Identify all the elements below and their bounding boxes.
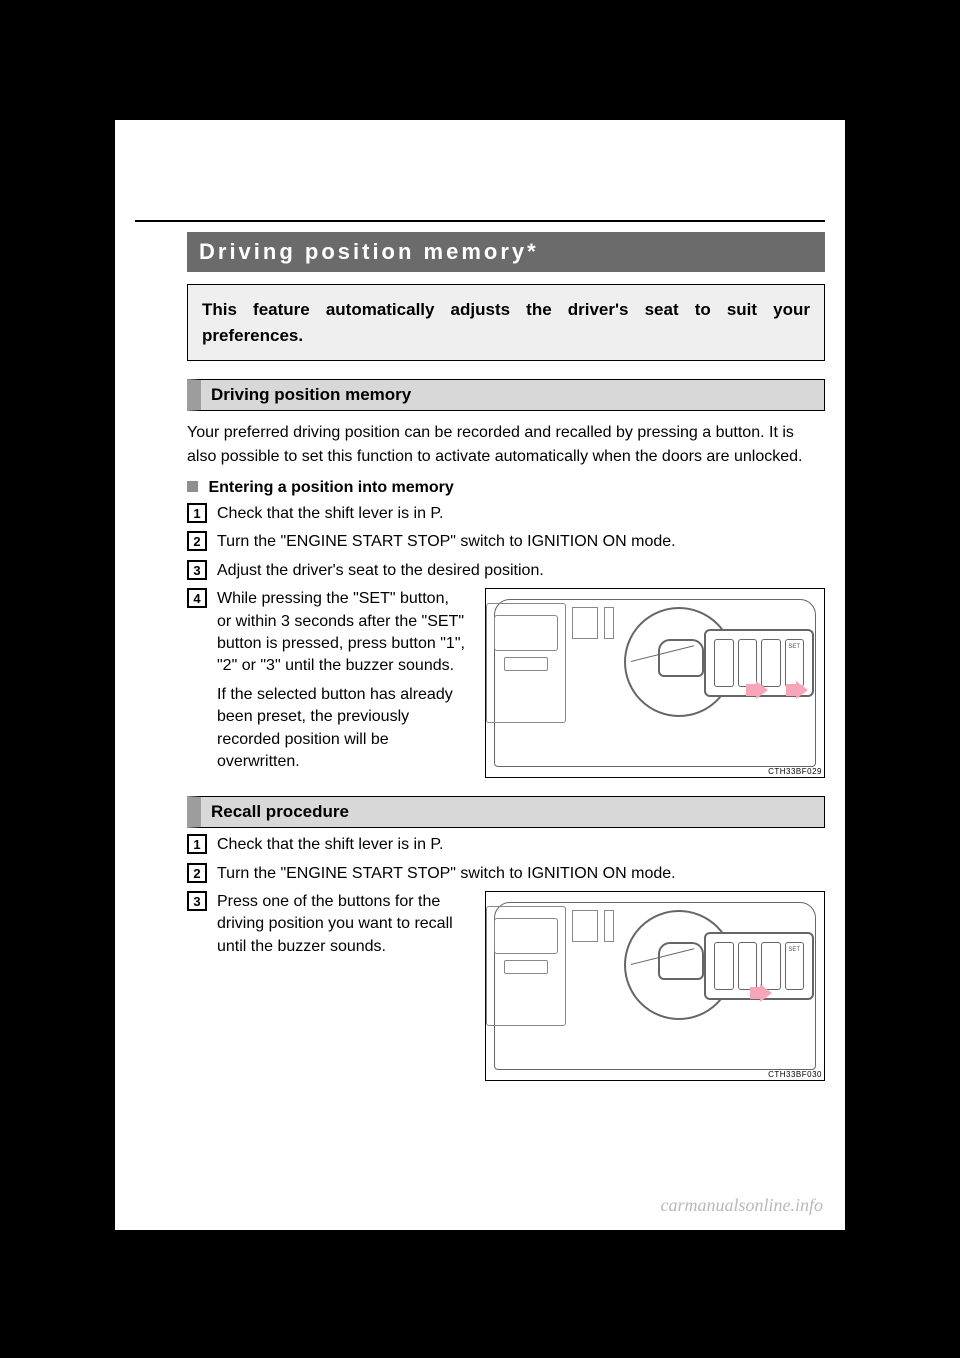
page-title: Driving position memory* [199,239,813,265]
step-row: 3 Press one of the buttons for the drivi… [187,891,467,958]
recall-step-1-text: Check that the shift lever is in P. [217,834,443,856]
square-bullet-icon [187,481,198,492]
recall-step-2-text: Turn the "ENGINE START STOP" switch to I… [217,863,676,885]
section-heading-memory: Driving position memory [211,385,814,405]
button-panel-callout [704,932,814,1000]
figure-entry: CTH33BF029 [485,588,825,778]
recall-step3-left: 3 Press one of the buttons for the drivi… [187,891,467,1081]
step4-with-figure: 4 While pressing the "SET" button, or wi… [187,588,825,778]
step-row: 3 Adjust the driver's seat to the desire… [187,560,825,582]
content-column: Driving position memory* This feature au… [187,232,825,1081]
step-row: 4 While pressing the "SET" button, or wi… [187,588,467,678]
entry-subheading: Entering a position into memory [187,479,825,497]
figure-code: CTH33BF029 [768,767,822,776]
step-row: 1 Check that the shift lever is in P. [187,834,825,856]
step-row: 2 Turn the "ENGINE START STOP" switch to… [187,531,825,553]
arrow-icon [746,681,768,699]
step-4-text: While pressing the "SET" button, or with… [217,588,467,678]
step4-left: 4 While pressing the "SET" button, or wi… [187,588,467,778]
step-2-text: Turn the "ENGINE START STOP" switch to I… [217,531,676,553]
figure-recall: CTH33BF030 [485,891,825,1081]
step-number-icon: 2 [187,531,207,551]
horizontal-rule [135,220,825,222]
section-bar-memory: Driving position memory [187,379,825,411]
intro-box: This feature automatically adjusts the d… [187,284,825,361]
step-number-icon: 3 [187,560,207,580]
figure-code: CTH33BF030 [768,1070,822,1079]
intro-text: This feature automatically adjusts the d… [202,297,810,348]
dashboard-illustration [486,589,824,777]
button-panel-callout [704,629,814,697]
step-number-icon: 3 [187,891,207,911]
step-row: 2 Turn the "ENGINE START STOP" switch to… [187,863,825,885]
page: Driving position memory* This feature au… [115,120,845,1230]
step-number-icon: 4 [187,588,207,608]
arrow-icon [750,984,772,1002]
step-number-icon: 2 [187,863,207,883]
entry-subheading-text: Entering a position into memory [208,479,453,496]
dashboard-illustration [486,892,824,1080]
step-3-text: Adjust the driver's seat to the desired … [217,560,544,582]
recall-step3-with-figure: 3 Press one of the buttons for the drivi… [187,891,825,1081]
footer-watermark: carmanualsonline.info [661,1195,824,1216]
section-bar-recall: Recall procedure [187,796,825,828]
step-4-note: If the selected button has already been … [217,684,467,774]
title-bar: Driving position memory* [187,232,825,272]
step-number-icon: 1 [187,834,207,854]
section1-lead: Your preferred driving position can be r… [187,421,825,469]
step-number-icon: 1 [187,503,207,523]
step-1-text: Check that the shift lever is in P. [217,503,443,525]
step-row: 1 Check that the shift lever is in P. [187,503,825,525]
recall-step-3-text: Press one of the buttons for the driving… [217,891,467,958]
section-heading-recall: Recall procedure [211,802,814,822]
arrow-icon [786,681,808,699]
